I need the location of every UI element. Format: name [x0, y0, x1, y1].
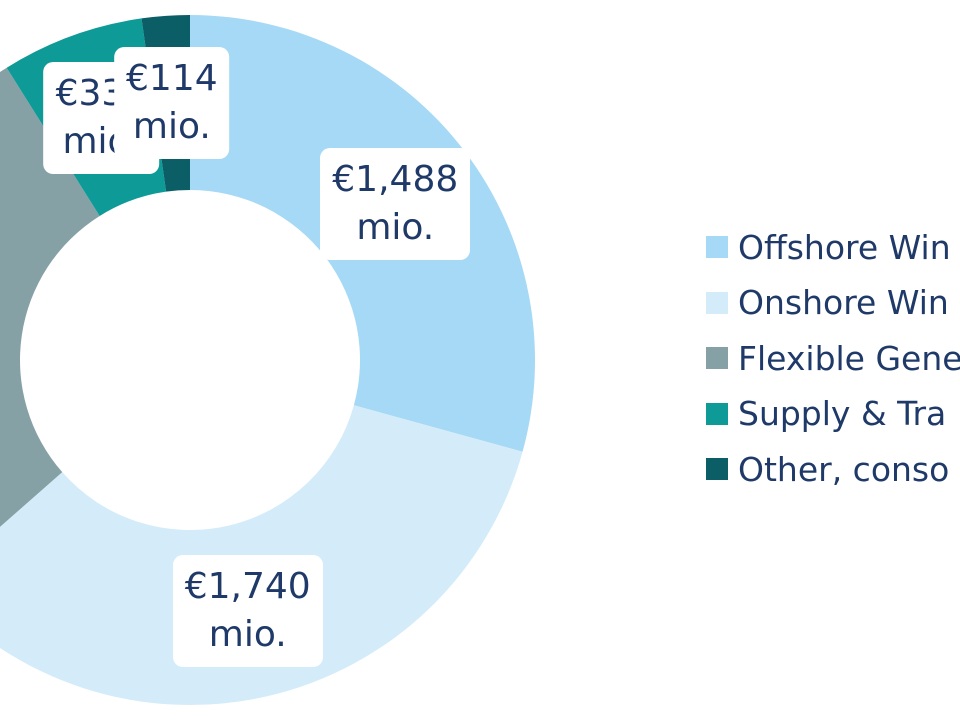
legend-swatch [706, 291, 728, 314]
legend-label: Offshore Win [738, 227, 951, 267]
legend-swatch [706, 236, 728, 258]
legend-swatch [706, 458, 728, 480]
legend-label: Flexible Gene [738, 338, 960, 378]
legend-item: Supply & Tra [706, 394, 946, 434]
legend-item: Other, conso [706, 449, 949, 489]
donut-slice [0, 405, 523, 705]
value-label: €1,740 mio. [172, 555, 323, 668]
legend-item: Flexible Gene [706, 338, 960, 378]
legend-swatch [706, 402, 728, 425]
legend-item: Onshore Win [706, 283, 949, 323]
legend-label: Other, conso [738, 449, 950, 489]
legend-label: Supply & Tra [738, 394, 947, 433]
legend-label: Onshore Win [738, 283, 949, 322]
legend-swatch [706, 347, 728, 369]
value-label: €114 mio. [114, 46, 230, 159]
legend-item: Offshore Win [706, 227, 951, 267]
donut-slice [0, 67, 100, 527]
value-label: €1,488 mio. [320, 147, 471, 260]
